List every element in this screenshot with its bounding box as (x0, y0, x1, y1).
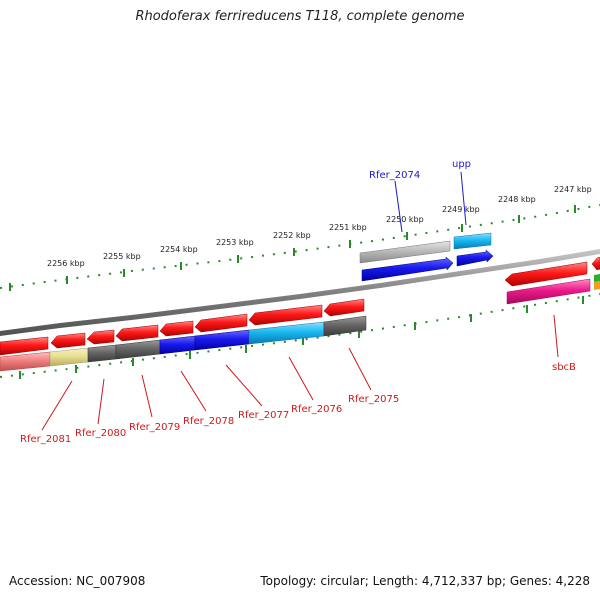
outer-scale-ticks (9, 205, 576, 291)
gene-label-rfer-2079[interactable]: Rfer_2079 (129, 422, 180, 433)
cds-rfer-2081[interactable] (0, 351, 51, 372)
gene-upp-cds[interactable] (453, 232, 492, 250)
gene-rfer-2080-arrow[interactable] (50, 332, 86, 349)
gene-label-rfer-2078[interactable]: Rfer_2078 (183, 416, 234, 427)
genome-stats-text: Topology: circular; Length: 4,712,337 bp… (260, 574, 590, 588)
gene-label-sbcb[interactable]: sbcB (552, 362, 576, 373)
gene-label-rfer-2076[interactable]: Rfer_2076 (291, 404, 342, 415)
accession-text: Accession: NC_007908 (9, 574, 146, 588)
gene-edge-arrow[interactable] (591, 256, 600, 271)
genome-backbone (0, 249, 600, 336)
inner-scale-dots (0, 293, 600, 378)
gene-rfer-2074-arrow[interactable] (361, 256, 454, 282)
cds-sbcb[interactable] (506, 278, 591, 305)
scale-label: 2252 kbp (273, 231, 311, 240)
scale-label: 2248 kbp (498, 195, 536, 204)
scale-label: 2256 kbp (47, 259, 85, 268)
gene-rfer-2081-arrow[interactable] (0, 336, 49, 356)
scale-label: 2249 kbp (442, 205, 480, 214)
cds-rfer-2076[interactable] (248, 321, 325, 345)
gene-rfer-2076-arrow[interactable] (194, 313, 248, 333)
cds-rfer-2079[interactable] (87, 344, 117, 363)
cds-rfer-2075[interactable] (323, 315, 367, 337)
map-title: Rhodoferax ferrireducens T118, complete … (135, 9, 465, 24)
gene-upp-arrow[interactable] (456, 249, 494, 267)
scale-label: 2255 kbp (103, 252, 141, 261)
gene-rfer-2079-arrow[interactable] (86, 329, 115, 345)
gene-label-rfer-2075[interactable]: Rfer_2075 (348, 394, 399, 405)
cds-rfer-2079b[interactable] (115, 339, 161, 360)
gene-rfer-2075b-arrow[interactable] (323, 298, 365, 317)
gene-label-rfer-2081[interactable]: Rfer_2081 (20, 434, 71, 445)
gene-rfer-2075a-arrow[interactable] (248, 304, 323, 326)
gene-label-rfer-2080[interactable]: Rfer_2080 (75, 428, 126, 439)
inner-scale-ticks (19, 296, 584, 379)
scale-label: 2247 kbp (554, 185, 592, 194)
scale-label: 2253 kbp (216, 238, 254, 247)
gene-label-upp[interactable]: upp (452, 159, 471, 170)
gene-rfer-2074-cds[interactable] (359, 240, 451, 264)
cds-edge-orange (594, 281, 600, 290)
cds-rfer-2080[interactable] (49, 347, 89, 367)
scale-label: 2251 kbp (329, 223, 367, 232)
gene-label-rfer-2077[interactable]: Rfer_2077 (238, 410, 289, 421)
scale-label: 2250 kbp (386, 215, 424, 224)
scale-label: 2254 kbp (160, 245, 198, 254)
gene-label-rfer-2074[interactable]: Rfer_2074 (369, 170, 420, 181)
outer-scale-dots (0, 204, 600, 289)
gene-rfer-2077-arrow[interactable] (159, 320, 194, 337)
gene-rfer-2078-arrow[interactable] (115, 324, 159, 342)
gene-sbcb-arrow[interactable] (504, 261, 588, 287)
cds-edge-green (594, 274, 600, 282)
